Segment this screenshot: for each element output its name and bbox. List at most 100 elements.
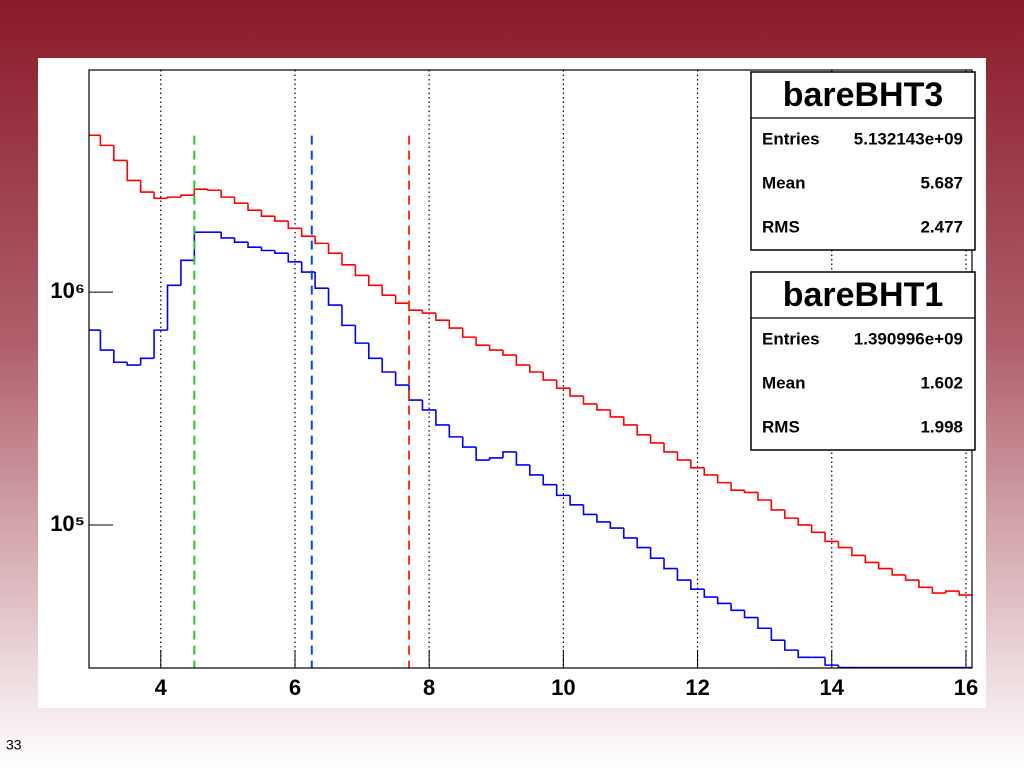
histogram-bin [274,250,289,255]
stat-title: bareBHT1 [783,276,944,314]
histogram-bin [139,180,155,193]
histogram-bin [247,242,262,248]
histogram-bin [636,537,651,549]
histogram-bin [327,243,342,255]
histogram-bin [341,253,356,266]
histogram-bin [529,365,544,373]
stat-value: 1.998 [920,417,963,436]
histogram-bin [783,640,799,651]
histogram-bin [636,424,651,436]
stat-value: 5.687 [920,173,963,192]
histogram-bin [367,275,383,287]
histogram-bin [783,509,799,519]
histogram-bin [220,190,235,198]
histogram-bin [99,135,114,147]
stat-label: Entries [762,329,820,348]
histogram-bin [529,464,544,476]
histogram-bin [582,504,597,516]
histogram-bin [703,589,718,598]
histogram-bin [945,590,960,594]
x-tick-label: 6 [289,675,301,700]
slide-number: 33 [6,737,22,753]
histogram-bin [327,288,342,306]
x-tick-label: 12 [685,675,709,700]
x-tick-label: 14 [820,675,845,700]
histogram-bin [274,216,289,222]
histogram-bin [341,305,356,327]
histogram-bin [408,385,423,401]
histogram-bin [139,357,155,366]
stat-label: RMS [762,217,800,236]
histogram-bin [918,580,933,589]
histogram-bin [247,203,262,211]
histogram-bin [448,320,463,329]
histogram-bin [153,192,168,200]
histogram-bin [810,524,826,534]
histogram-bin [233,237,249,243]
histogram-bin [690,580,705,590]
histogram-bin [542,371,557,381]
histogram-bin [475,447,490,461]
histogram-bin [502,350,517,356]
histogram-bin [394,295,410,304]
histogram-bin [233,197,249,205]
histogram-bin [864,555,879,564]
histogram-bin [300,228,316,237]
histogram-bin [260,247,275,252]
histogram-bin [206,189,222,192]
stat-value: 1.390996e+09 [854,329,963,348]
histogram-bin [770,628,785,641]
histogram-bin [663,442,678,453]
histogram-bin [381,285,396,297]
histogram-bin [824,532,839,543]
histogram-bin [260,210,275,217]
histogram-bin [730,603,745,612]
histogram-bin [99,330,114,351]
histogram-bin [757,617,772,630]
histogram-bin [461,328,477,338]
histogram-bin [555,484,571,497]
histogram-bin [837,541,852,549]
histogram-bin [435,409,450,426]
histogram-bin [690,460,705,469]
stat-label: Entries [762,129,820,148]
histogram-bin [716,474,732,484]
histogram-bin [220,232,235,239]
histogram-bin [569,495,584,506]
histogram-bin [488,457,503,461]
histogram-bin [609,409,624,418]
histogram-bin [891,568,906,576]
histogram-bin [609,521,624,529]
stat-value: 5.132143e+09 [854,129,963,148]
histogram-bin [716,597,732,605]
histogram-bin [126,362,141,366]
histogram-bin [663,558,678,570]
histogram-bin [582,396,597,405]
stat-label: Mean [762,373,805,392]
x-tick-label: 10 [551,675,575,700]
histogram-bin [314,236,329,245]
histogram-bin [555,380,571,389]
histogram-bin [515,355,530,366]
histogram-bin [435,313,450,321]
histogram-bin [851,547,866,557]
stat-label: Mean [762,173,805,192]
histogram-bin [904,574,919,581]
histogram-bin [502,451,517,458]
stat-box [750,71,976,251]
histogram-bin [113,145,128,162]
histogram-bin [757,492,772,501]
histogram-bin [367,343,383,360]
y-tick-label: 10⁵ [50,511,85,536]
histogram-bin [877,562,893,570]
histogram-bin [394,371,410,386]
histogram-bin [488,345,503,351]
histogram-bin [153,329,168,359]
histogram-bin [287,253,302,263]
histogram-bin [596,403,611,411]
histogram-bin [421,400,436,411]
x-tick-label: 4 [155,675,168,700]
histogram-bin [300,261,316,273]
